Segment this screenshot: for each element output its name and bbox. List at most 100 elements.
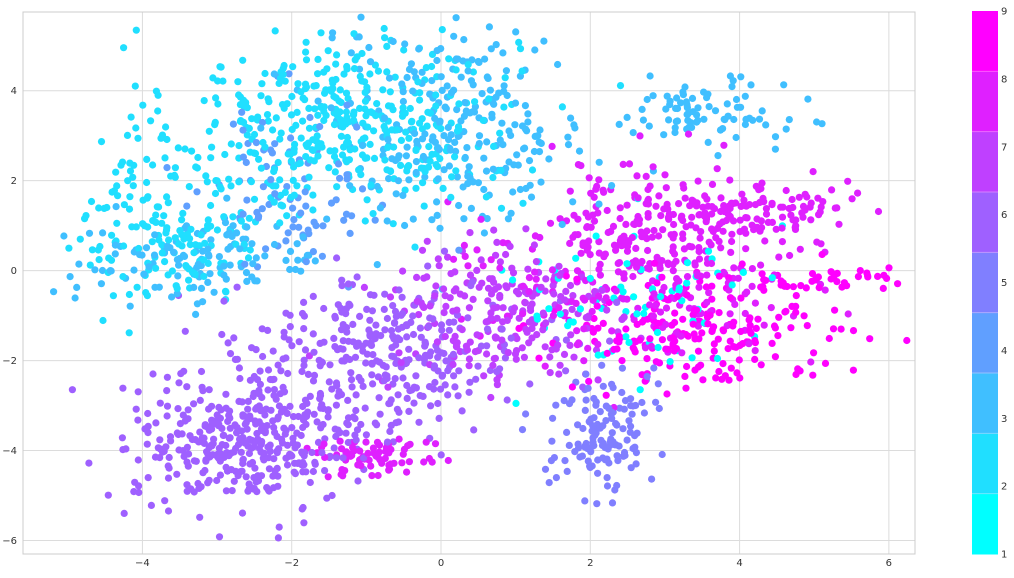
scatter-point: [94, 246, 102, 254]
scatter-point: [542, 275, 550, 283]
scatter-point: [256, 380, 264, 388]
scatter-point: [259, 183, 267, 191]
scatter-point: [442, 357, 450, 365]
scatter-point: [225, 175, 233, 183]
scatter-point: [490, 226, 498, 234]
scatter-point: [525, 318, 533, 326]
scatter-point: [369, 351, 377, 359]
scatter-point: [403, 73, 411, 82]
scatter-point: [421, 130, 429, 138]
scatter-point: [287, 111, 296, 119]
scatter-point: [220, 453, 228, 461]
scatter-point: [585, 377, 593, 385]
scatter-point: [658, 257, 666, 265]
scatter-point: [629, 272, 637, 281]
scatter-point: [515, 324, 523, 332]
scatter-point: [358, 141, 367, 150]
scatter-point: [406, 104, 414, 113]
scatter-point: [356, 312, 364, 320]
scatter-point: [501, 74, 509, 82]
scatter-point: [728, 230, 736, 238]
scatter-point: [126, 302, 134, 310]
scatter-point: [465, 362, 473, 370]
scatter-point: [197, 284, 206, 292]
scatter-point: [243, 413, 251, 421]
scatter-point: [715, 309, 723, 317]
scatter-point: [384, 136, 392, 144]
scatter-point: [360, 283, 368, 291]
scatter-point: [556, 271, 564, 279]
scatter-point: [432, 282, 440, 290]
scatter-point: [693, 111, 701, 119]
plot-frame: [22, 11, 916, 555]
scatter-point: [385, 74, 394, 82]
scatter-point: [480, 372, 488, 380]
scatter-point: [478, 279, 486, 287]
scatter-point: [264, 95, 272, 103]
scatter-point: [280, 333, 288, 341]
scatter-point: [405, 407, 413, 415]
scatter-point: [483, 342, 491, 350]
scatter-point: [207, 236, 215, 244]
scatter-point: [490, 278, 498, 286]
scatter-point: [199, 298, 207, 306]
scatter-point: [782, 186, 790, 195]
scatter-point: [333, 51, 341, 59]
scatter-point: [536, 233, 544, 242]
scatter-point: [556, 361, 564, 369]
scatter-point: [270, 198, 278, 206]
scatter-point: [250, 195, 259, 203]
scatter-point: [808, 270, 817, 278]
scatter-point: [708, 282, 716, 290]
scatter-point: [337, 98, 345, 107]
scatter-point: [346, 355, 354, 364]
scatter-point: [736, 341, 744, 350]
scatter-point: [336, 437, 344, 445]
scatter-point: [503, 91, 511, 100]
scatter-point: [337, 132, 345, 140]
scatter-point: [330, 334, 338, 342]
scatter-point: [625, 417, 633, 425]
scatter-point: [127, 113, 135, 121]
scatter-point: [400, 46, 408, 54]
scatter-point: [499, 49, 507, 57]
scatter-point: [669, 267, 677, 275]
scatter-point: [164, 271, 172, 279]
scatter-point: [499, 141, 507, 149]
scatter-point: [398, 459, 406, 467]
scatter-point: [581, 497, 589, 505]
scatter-point: [262, 245, 270, 253]
scatter-point: [558, 103, 567, 111]
scatter-point: [652, 358, 660, 366]
colorbar-segment: [972, 11, 998, 72]
scatter-point: [248, 240, 256, 248]
scatter-point: [526, 181, 534, 189]
scatter-point: [606, 441, 614, 449]
scatter-point: [149, 161, 157, 169]
scatter-point: [565, 400, 574, 408]
scatter-point: [381, 34, 389, 42]
scatter-point: [612, 420, 620, 428]
scatter-point: [342, 324, 351, 332]
scatter-point: [526, 380, 534, 388]
scatter-point: [420, 202, 428, 210]
scatter-point: [383, 217, 391, 225]
scatter-point: [203, 448, 211, 456]
scatter-point: [885, 264, 893, 272]
scatter-point: [272, 395, 280, 403]
scatter-point: [334, 392, 342, 400]
scatter-point: [577, 249, 585, 257]
scatter-point: [646, 301, 654, 309]
scatter-point: [318, 252, 326, 260]
scatter-point: [587, 223, 595, 231]
scatter-point: [372, 330, 380, 338]
scatter-point: [568, 383, 577, 391]
scatter-point: [399, 374, 407, 382]
scatter-point: [251, 277, 259, 285]
scatter-point: [201, 239, 209, 247]
scatter-point: [546, 369, 554, 377]
scatter-point: [755, 115, 764, 123]
scatter-point: [477, 215, 485, 223]
scatter-point: [564, 133, 572, 141]
scatter-point: [269, 472, 277, 480]
